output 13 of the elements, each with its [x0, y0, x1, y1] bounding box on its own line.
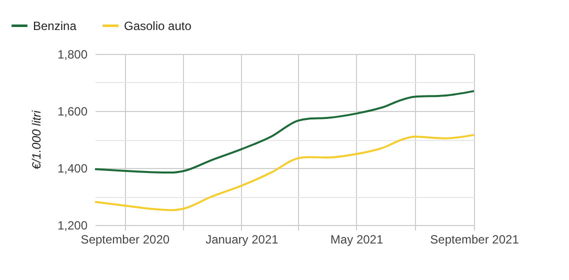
legend-label: Benzina	[33, 18, 77, 33]
line-series	[94, 134, 475, 212]
y-tick-label: 1,200	[57, 218, 88, 232]
x-tick-label: September 2021	[430, 232, 520, 246]
legend-label: Gasolio auto	[124, 18, 192, 33]
x-tick-label: September 2020	[80, 232, 170, 246]
y-tick-label: 1,400	[57, 162, 88, 176]
y-tick-label: 1,600	[57, 104, 88, 118]
x-tick-label: January 2021	[206, 232, 279, 246]
line-series	[94, 90, 475, 174]
x-tick-label: May 2021	[330, 232, 384, 246]
y-tick-label: 1,800	[57, 48, 88, 62]
y-axis-title: €/1.000 litri	[29, 110, 44, 170]
